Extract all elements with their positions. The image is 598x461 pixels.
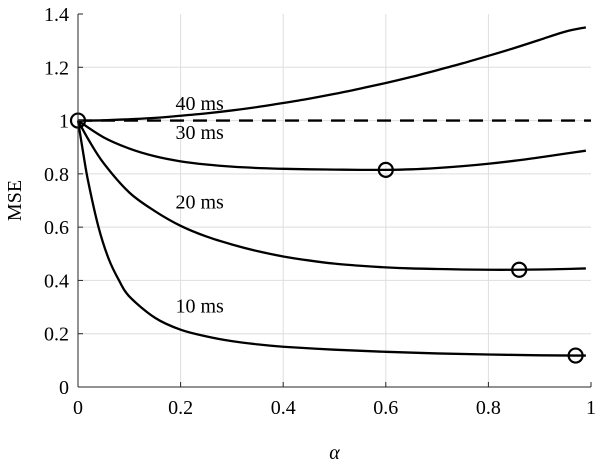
series-label-20ms: 20 ms xyxy=(175,191,224,213)
y-tick-label: 0.8 xyxy=(44,164,69,186)
series-line-30ms xyxy=(78,121,586,170)
series-label-40ms: 40 ms xyxy=(175,93,224,115)
x-tick-label: 0.2 xyxy=(168,397,193,419)
y-tick-label: 0 xyxy=(59,377,69,399)
x-tick-label: 1 xyxy=(586,397,596,419)
y-tick-label: 0.4 xyxy=(44,270,69,292)
y-tick-label: 0.6 xyxy=(44,217,69,239)
series-label-30ms: 30 ms xyxy=(175,122,224,144)
y-tick-labels: 0 0.2 0.4 0.6 0.8 1 1.2 1.4 xyxy=(44,4,69,399)
series-line-20ms xyxy=(78,121,586,270)
x-tick-label: 0.8 xyxy=(476,397,501,419)
axes xyxy=(78,14,591,387)
grid xyxy=(78,14,591,387)
series-labels: 40 ms 30 ms 20 ms 10 ms xyxy=(175,93,224,317)
x-tick-label: 0 xyxy=(73,397,83,419)
x-tick-label: 0.6 xyxy=(373,397,398,419)
x-tick-labels: 0 0.2 0.4 0.6 0.8 1 xyxy=(73,397,596,419)
y-tick-label: 1.2 xyxy=(44,57,69,79)
x-axis-title: α xyxy=(329,442,340,461)
x-tick-label: 0.4 xyxy=(271,397,296,419)
series-label-10ms: 10 ms xyxy=(175,295,224,317)
y-tick-label: 1.4 xyxy=(44,4,69,26)
y-tick-label: 1 xyxy=(59,111,69,133)
y-axis-title: MSE xyxy=(4,180,26,221)
markers xyxy=(71,114,583,363)
series-line-40ms xyxy=(78,27,586,120)
y-tick-label: 0.2 xyxy=(44,324,69,346)
curves xyxy=(78,27,586,355)
